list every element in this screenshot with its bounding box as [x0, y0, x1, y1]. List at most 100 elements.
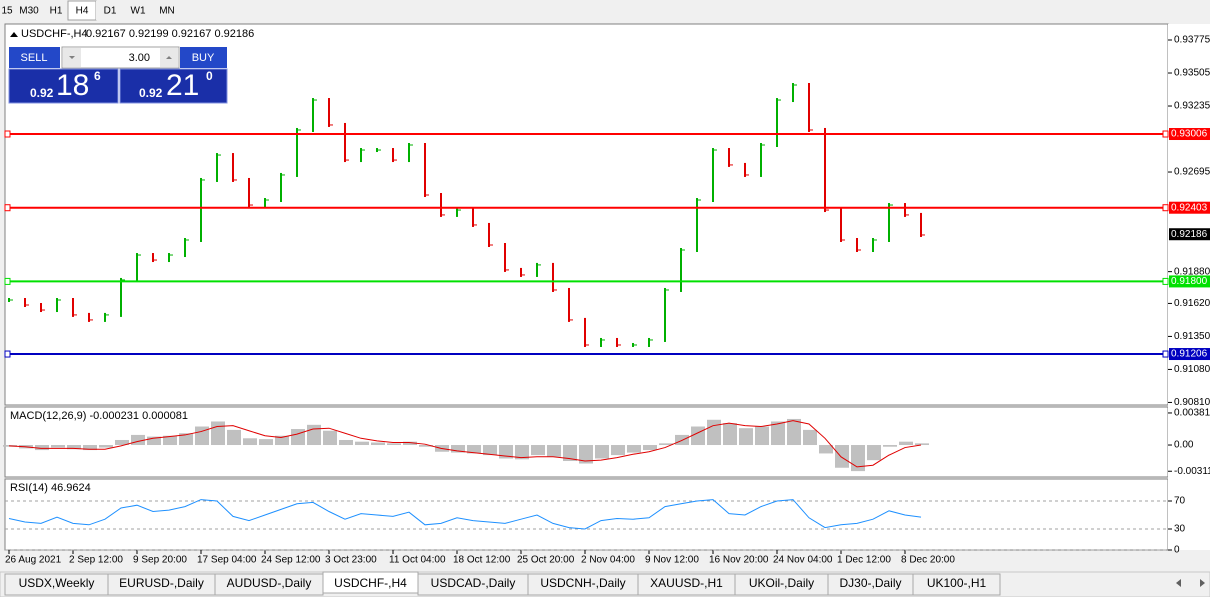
x-tick-label: 25 Oct 20:00	[517, 555, 575, 566]
macd-bar	[691, 426, 705, 446]
level-handle[interactable]	[4, 277, 11, 285]
lot-value: 3.00	[129, 52, 150, 64]
macd-bar	[259, 439, 273, 446]
symbol-tab-label: XAUUSD-,H1	[650, 576, 723, 590]
macd-bar	[275, 435, 289, 446]
buy-label: BUY	[192, 52, 215, 64]
sell-button[interactable]	[9, 47, 60, 68]
macd-bar	[723, 423, 737, 446]
timeframe-label: H4	[76, 6, 89, 17]
symbol-tab-label: USDX,Weekly	[19, 576, 95, 590]
x-tick-label: 26 Aug 2021	[5, 555, 62, 566]
symbol-tab-label: USDCAD-,Daily	[431, 576, 516, 590]
macd-bar	[307, 424, 321, 446]
macd-bar	[99, 445, 113, 448]
symbol-tab-label: USDCHF-,H4	[334, 576, 407, 590]
symbol-tab-label: UK100-,H1	[927, 576, 987, 590]
macd-bar	[819, 445, 833, 454]
x-tick-label: 1 Dec 12:00	[837, 555, 891, 566]
buy-button[interactable]	[180, 47, 227, 68]
timeframe-button[interactable]	[14, 1, 44, 20]
macd-bar	[499, 445, 513, 459]
lot-field[interactable]	[61, 46, 180, 69]
timeframe-button[interactable]	[152, 1, 182, 20]
level-label-bg	[1169, 348, 1210, 361]
level-handle[interactable]	[4, 130, 11, 138]
macd-bar	[643, 445, 657, 451]
macd-bar	[291, 429, 305, 446]
y-tick-label: 0.91350	[1174, 331, 1210, 342]
x-tick-label: 18 Oct 12:00	[453, 555, 511, 566]
trade-panel: SELL 3.00 BUY 0.92 18 6 0.92 21 0	[8, 46, 228, 104]
timeframe-button[interactable]	[44, 1, 68, 20]
level-handle[interactable]	[1162, 277, 1169, 285]
x-tick-label: 16 Nov 20:00	[709, 555, 769, 566]
macd-title: MACD(12,26,9) -0.000231 0.000081	[10, 410, 188, 422]
macd-bar	[627, 445, 641, 453]
macd-bar	[243, 438, 257, 446]
y-tick-label: 0.93775	[1174, 35, 1210, 46]
macd-bar	[563, 445, 577, 462]
chart-title: USDCHF-,H4	[21, 28, 88, 40]
macd-bar	[755, 426, 769, 446]
y-tick-label: 0.93235	[1174, 101, 1210, 112]
bid-box[interactable]	[8, 68, 119, 104]
sell-label: SELL	[21, 52, 48, 64]
toolbar-bg	[0, 0, 1210, 22]
macd-bar	[915, 443, 929, 446]
macd-bar	[323, 430, 337, 446]
timeframe-button[interactable]	[96, 1, 124, 20]
macd-bar	[35, 445, 49, 451]
x-tick-label: 2 Sep 12:00	[69, 555, 123, 566]
macd-bar	[467, 445, 481, 454]
ask-big: 21	[166, 69, 199, 102]
macd-bar	[899, 441, 913, 446]
timeframe-button[interactable]	[0, 1, 14, 20]
macd-bar	[867, 445, 881, 461]
macd-bar	[483, 445, 497, 456]
macd-bar	[547, 445, 561, 457]
rsi-panel	[4, 478, 1169, 551]
x-tick-label: 24 Nov 04:00	[773, 555, 833, 566]
macd-bar	[595, 445, 609, 459]
macd-bar	[211, 421, 225, 446]
last-price-bg	[1169, 228, 1210, 241]
collapse-icon[interactable]	[10, 32, 18, 37]
macd-bar	[787, 418, 801, 446]
y-tick-label: -0.003115	[1174, 466, 1210, 477]
macd-bar	[771, 421, 785, 446]
level-handle[interactable]	[1162, 130, 1169, 138]
macd-bar	[387, 443, 401, 446]
macd-bar	[883, 445, 897, 447]
y-tick-label: 0.00	[1174, 440, 1194, 451]
level-handle[interactable]	[4, 204, 11, 212]
level-handle[interactable]	[4, 350, 11, 358]
macd-bar	[659, 443, 673, 446]
x-tick-label: 3 Oct 23:00	[325, 555, 377, 566]
macd-bar	[451, 445, 465, 453]
macd-bar	[579, 445, 593, 464]
ask-small: 0	[206, 69, 213, 83]
ask-box[interactable]	[119, 68, 228, 104]
last-price-label: 0.92186	[1171, 229, 1208, 240]
macd-bar	[67, 445, 81, 450]
y-tick-label: 0.91880	[1174, 266, 1210, 277]
macd-bar	[803, 429, 817, 446]
timeframe-button[interactable]	[124, 1, 152, 20]
symbol-tab[interactable]	[912, 573, 1001, 596]
timeframe-label: M30	[19, 6, 39, 17]
y-tick-label: 70	[1174, 496, 1186, 507]
y-tick-label: 0.91080	[1174, 364, 1210, 375]
symbol-tab-label: EURUSD-,Daily	[119, 576, 204, 590]
timeframe-label: 15	[1, 6, 13, 17]
x-tick-label: 24 Sep 12:00	[261, 555, 321, 566]
level-label: 0.91800	[1171, 276, 1208, 287]
level-handle[interactable]	[1162, 350, 1169, 358]
level-handle[interactable]	[1162, 204, 1169, 212]
level-label-bg	[1169, 128, 1210, 141]
timeframe-label: MN	[159, 6, 175, 17]
timeframe-label: D1	[104, 6, 117, 17]
macd-bar	[835, 445, 849, 468]
macd-bar	[707, 419, 721, 446]
